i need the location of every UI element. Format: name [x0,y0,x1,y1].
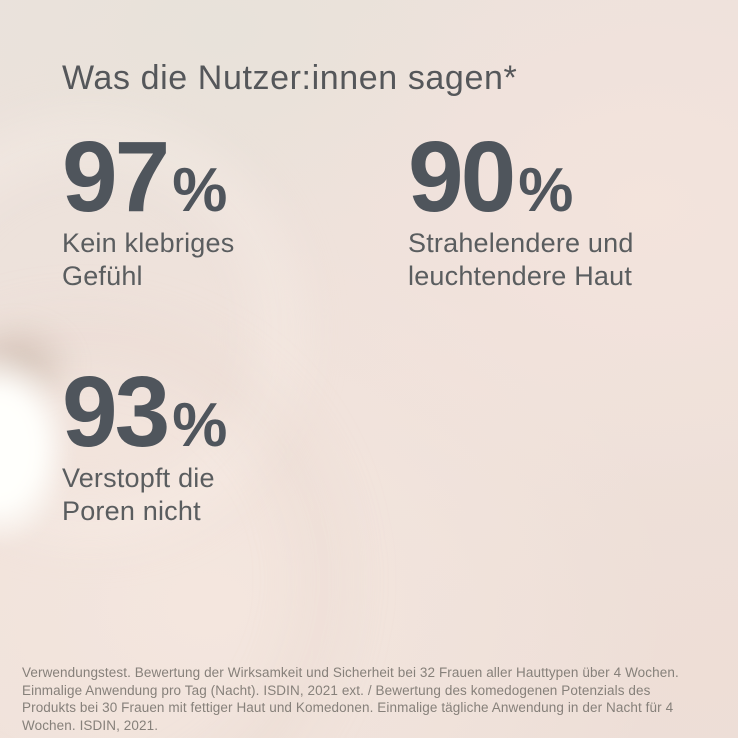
percent-sign: % [518,156,574,225]
stat-number: 97 % [62,121,234,233]
page-title: Was die Nutzer:innen sagen* [62,59,518,97]
stat-block-no-sticky-feel: 97 % Kein klebriges Gefühl [62,121,235,293]
stat-value: 90 [408,121,516,233]
percent-sign: % [172,391,228,460]
stat-number: 90 % [408,121,634,233]
stat-block-non-comedogenic: 93 % Verstopft die Poren nicht [62,356,227,528]
stat-label: Verstopft die Poren nicht [62,463,215,526]
stat-block-radiant-skin: 90 % Strahelendere und leuchtendere Haut [408,121,634,293]
stat-value: 97 [62,121,170,233]
stat-number: 93 % [62,356,227,468]
stat-label: Kein klebriges Gefühl [62,228,235,291]
stat-label: Strahelendere und leuchtendere Haut [408,228,634,291]
percent-sign: % [172,156,228,225]
stat-value: 93 [62,356,170,468]
study-disclaimer-footnote: Verwendungstest. Bewertung der Wirksamke… [22,665,679,733]
